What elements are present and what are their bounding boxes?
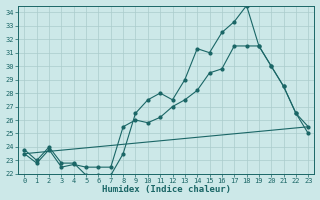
X-axis label: Humidex (Indice chaleur): Humidex (Indice chaleur)	[102, 185, 231, 194]
